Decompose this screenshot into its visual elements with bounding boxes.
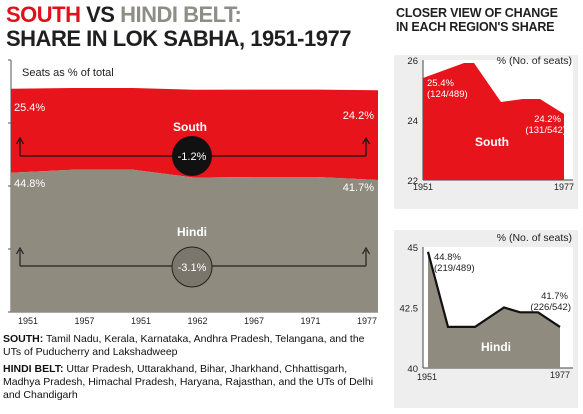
south-end-value: 24.2%: [343, 110, 374, 122]
hindi-detail-y-tick-45: 45: [407, 243, 418, 254]
hindi-detail-chart: % (No. of seats) 45 42.5 40 1951 1977 44.8…: [394, 230, 578, 408]
south-detail-y-tick-24: 24: [407, 116, 418, 127]
south-note-label: SOUTH:: [3, 333, 44, 345]
hindi-change-badge: [171, 246, 213, 288]
hindi-note-label: HINDI BELT:: [3, 363, 64, 375]
hindi-note-text: Uttar Pradesh, Uttarakhand, Bihar, Jhark…: [3, 363, 374, 401]
south-detail-y-tick-26: 26: [407, 56, 418, 67]
hindi-region-label: Hindi: [177, 225, 207, 239]
right-title-line-2: IN EACH REGION'S SHARE: [396, 20, 555, 34]
right-panel-title: CLOSER VIEW OF CHANGE IN EACH REGION'S S…: [396, 6, 558, 34]
right-title-line-1: CLOSER VIEW OF CHANGE: [396, 6, 558, 20]
hindi-change-value: -3.1%: [178, 262, 207, 274]
south-detail-end-pct: 24.2%: [534, 114, 561, 125]
main-x-tick-5: 1971: [300, 316, 320, 326]
south-detail-area: [423, 63, 564, 180]
south-area: [11, 88, 378, 180]
main-x-tick-2: 1951: [131, 316, 151, 326]
main-x-tick-1: 1957: [74, 316, 94, 326]
headline-line-2: SHARE IN LOK SABHA, 1951-1977: [6, 26, 351, 51]
hindi-note: HINDI BELT: Uttar Pradesh, Uttarakhand, …: [3, 363, 383, 402]
main-x-tick-labels: 1951 1957 1951 1962 1967 1971 1977: [18, 316, 377, 326]
headline-vs: VS: [86, 2, 115, 27]
south-note-text: Tamil Nadu, Kerala, Karnataka, Andhra Pr…: [3, 333, 365, 358]
headline-hindi: HINDI BELT:: [120, 2, 242, 27]
south-detail-unit: % (No. of seats): [497, 55, 572, 67]
south-detail-label: South: [475, 135, 509, 149]
hindi-area: [11, 169, 378, 312]
hindi-detail-y-tick-labels: 45 42.5 40: [400, 243, 419, 375]
south-note: SOUTH: Tamil Nadu, Kerala, Karnataka, An…: [3, 333, 383, 359]
hindi-detail-x-end: 1977: [550, 370, 570, 380]
main-x-tick-0: 1951: [18, 316, 38, 326]
south-detail-y-tick-labels: 26 24 22: [407, 56, 418, 187]
south-start-value: 25.4%: [14, 102, 45, 114]
headline-south: SOUTH: [6, 2, 81, 27]
main-y-label: Seats as % of total: [22, 67, 114, 79]
south-detail-x-start: 1951: [413, 182, 433, 192]
hindi-detail-start-seats: (219/489): [434, 263, 475, 274]
south-detail-start-pct: 25.4%: [427, 78, 454, 89]
south-detail-end-seats: (131/542): [525, 125, 566, 136]
south-detail-start-seats: (124/489): [427, 89, 468, 100]
hindi-detail-end-seats: (226/542): [530, 302, 571, 313]
headline-line-1: SOUTH VS HINDI BELT:: [6, 2, 242, 27]
south-change-badge: [172, 136, 212, 176]
hindi-detail-x-start: 1951: [417, 372, 437, 382]
main-x-tick-6: 1977: [357, 316, 377, 326]
main-x-tick-4: 1967: [244, 316, 264, 326]
main-x-tick-3: 1962: [187, 316, 207, 326]
hindi-start-value: 44.8%: [14, 178, 45, 190]
south-detail-y-tick-22: 22: [407, 176, 418, 187]
hindi-detail-y-tick-42-5: 42.5: [400, 304, 419, 315]
south-detail-x-end: 1977: [554, 182, 574, 192]
hindi-detail-end-pct: 41.7%: [541, 291, 568, 302]
south-region-label: South: [173, 120, 207, 134]
hindi-detail-label: Hindi: [481, 340, 511, 354]
hindi-detail-start-pct: 44.8%: [434, 252, 461, 263]
south-change-value: -1.2%: [178, 151, 207, 163]
hindi-end-value: 41.7%: [343, 182, 374, 194]
hindi-detail-unit: % (No. of seats): [497, 232, 572, 244]
hindi-detail-line: [426, 251, 561, 328]
hindi-detail-area: [428, 251, 560, 368]
hindi-detail-y-tick-40: 40: [407, 364, 418, 375]
main-y-tick-marks: [8, 59, 11, 313]
